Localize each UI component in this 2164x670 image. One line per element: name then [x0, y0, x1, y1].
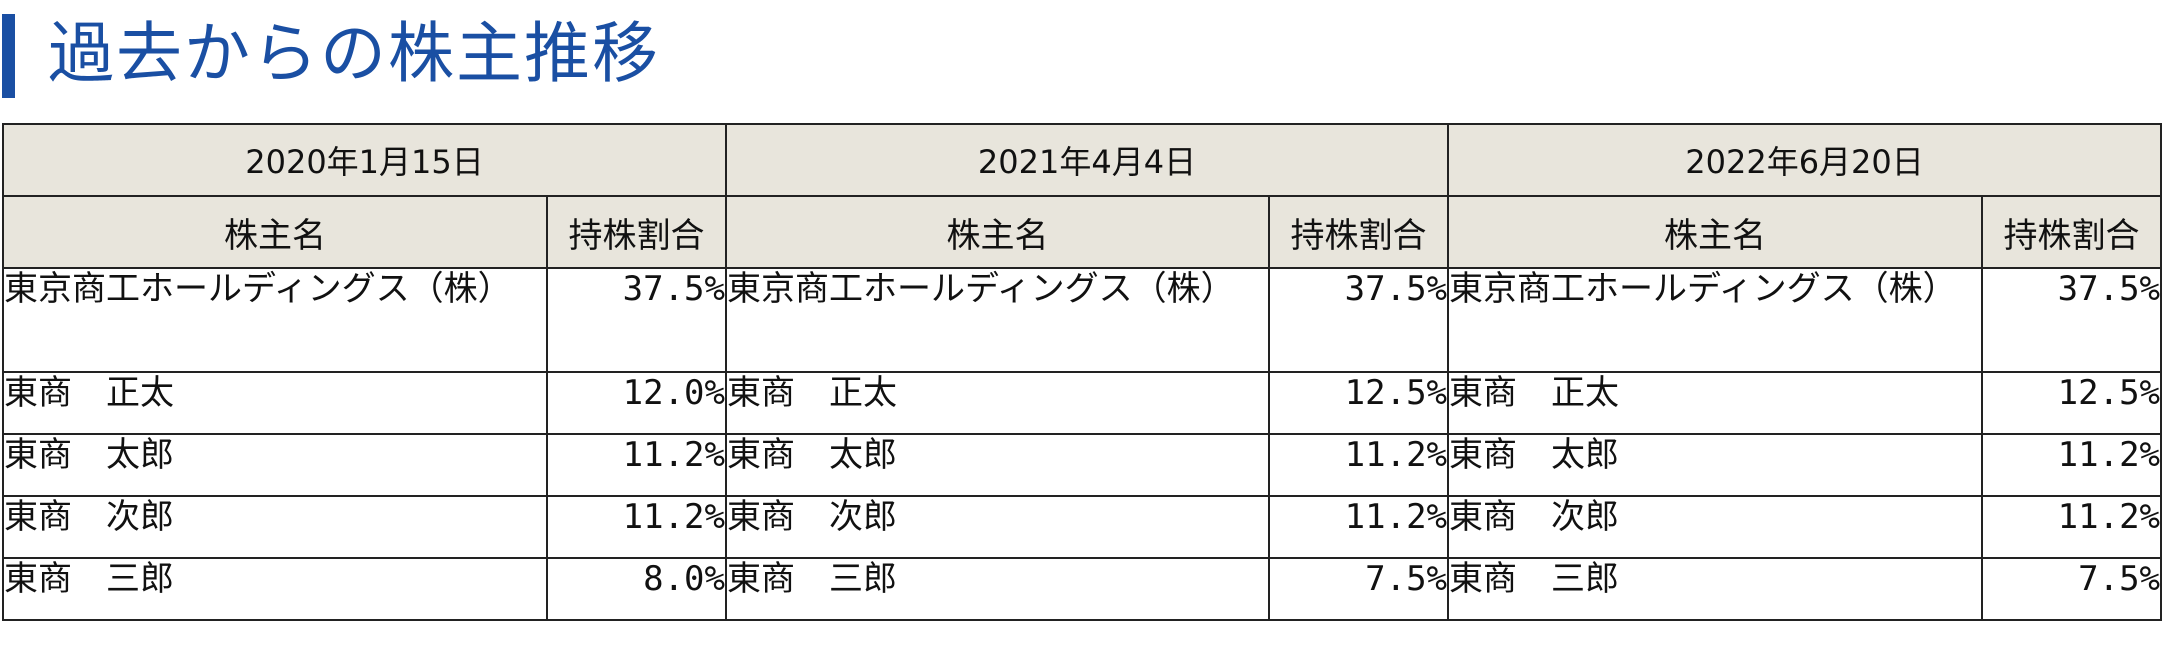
- share-ratio: 12.5%: [1981, 371, 2163, 435]
- title-accent-bar: [2, 14, 15, 98]
- shareholder-name: 東京商工ホールディングス（株）: [725, 267, 1270, 373]
- col-header-share-ratio: 持株割合: [546, 195, 727, 269]
- share-ratio: 11.2%: [1267, 433, 1450, 497]
- table-row: 東商 三郎 8.0% 東商 三郎 7.5% 東商 三郎 7.5%: [2, 557, 2163, 621]
- table-row: 東商 正太 12.0% 東商 正太 12.5% 東商 正太 12.5%: [2, 371, 2163, 435]
- col-header-share-ratio: 持株割合: [1981, 195, 2163, 269]
- table-row: 東京商工ホールディングス（株） 37.5% 東京商工ホールディングス（株） 37…: [2, 267, 2163, 373]
- table-row: 東商 太郎 11.2% 東商 太郎 11.2% 東商 太郎 11.2%: [2, 433, 2163, 497]
- share-ratio: 12.0%: [546, 371, 727, 435]
- shareholder-name: 東商 太郎: [2, 433, 548, 497]
- share-ratio: 37.5%: [1267, 267, 1450, 373]
- shareholder-name: 東商 次郎: [1447, 495, 1984, 559]
- period-date: 2021年4月4日: [724, 123, 1450, 197]
- share-ratio: 37.5%: [546, 267, 727, 373]
- share-ratio: 11.2%: [546, 433, 727, 497]
- page-header: 過去からの株主推移: [0, 4, 2164, 98]
- period-date: 2020年1月15日: [2, 123, 727, 197]
- shareholder-name: 東商 三郎: [2, 557, 548, 621]
- shareholder-name: 東京商工ホールディングス（株）: [1447, 267, 1984, 373]
- share-ratio: 8.0%: [546, 557, 727, 621]
- shareholder-name: 東商 正太: [1447, 371, 1984, 435]
- shareholder-name: 東商 次郎: [725, 495, 1270, 559]
- shareholder-name: 東商 正太: [2, 371, 548, 435]
- shareholder-name: 東商 次郎: [2, 495, 548, 559]
- share-ratio: 7.5%: [1981, 557, 2163, 621]
- col-header-shareholder-name: 株主名: [1447, 195, 1984, 269]
- date-header-row: 2020年1月15日 2021年4月4日 2022年6月20日: [2, 123, 2163, 197]
- shareholder-history-table: 2020年1月15日 2021年4月4日 2022年6月20日 株主名 持株割合…: [2, 123, 2163, 621]
- share-ratio: 11.2%: [1267, 495, 1450, 559]
- shareholder-name: 東京商工ホールディングス（株）: [2, 267, 548, 373]
- shareholder-name: 東商 太郎: [1447, 433, 1984, 497]
- col-header-shareholder-name: 株主名: [2, 195, 548, 269]
- share-ratio: 7.5%: [1267, 557, 1450, 621]
- table-row: 東商 次郎 11.2% 東商 次郎 11.2% 東商 次郎 11.2%: [2, 495, 2163, 559]
- period-date: 2022年6月20日: [1447, 123, 2163, 197]
- col-header-share-ratio: 持株割合: [1267, 195, 1450, 269]
- share-ratio: 37.5%: [1981, 267, 2163, 373]
- shareholder-name: 東商 三郎: [725, 557, 1270, 621]
- page-title: 過去からの株主推移: [48, 15, 660, 92]
- shareholder-name: 東商 太郎: [725, 433, 1270, 497]
- col-header-shareholder-name: 株主名: [725, 195, 1270, 269]
- share-ratio: 12.5%: [1267, 371, 1450, 435]
- share-ratio: 11.2%: [1981, 433, 2163, 497]
- column-header-row: 株主名 持株割合 株主名 持株割合 株主名 持株割合: [2, 195, 2163, 269]
- share-ratio: 11.2%: [546, 495, 727, 559]
- shareholder-name: 東商 三郎: [1447, 557, 1984, 621]
- share-ratio: 11.2%: [1981, 495, 2163, 559]
- shareholder-name: 東商 正太: [725, 371, 1270, 435]
